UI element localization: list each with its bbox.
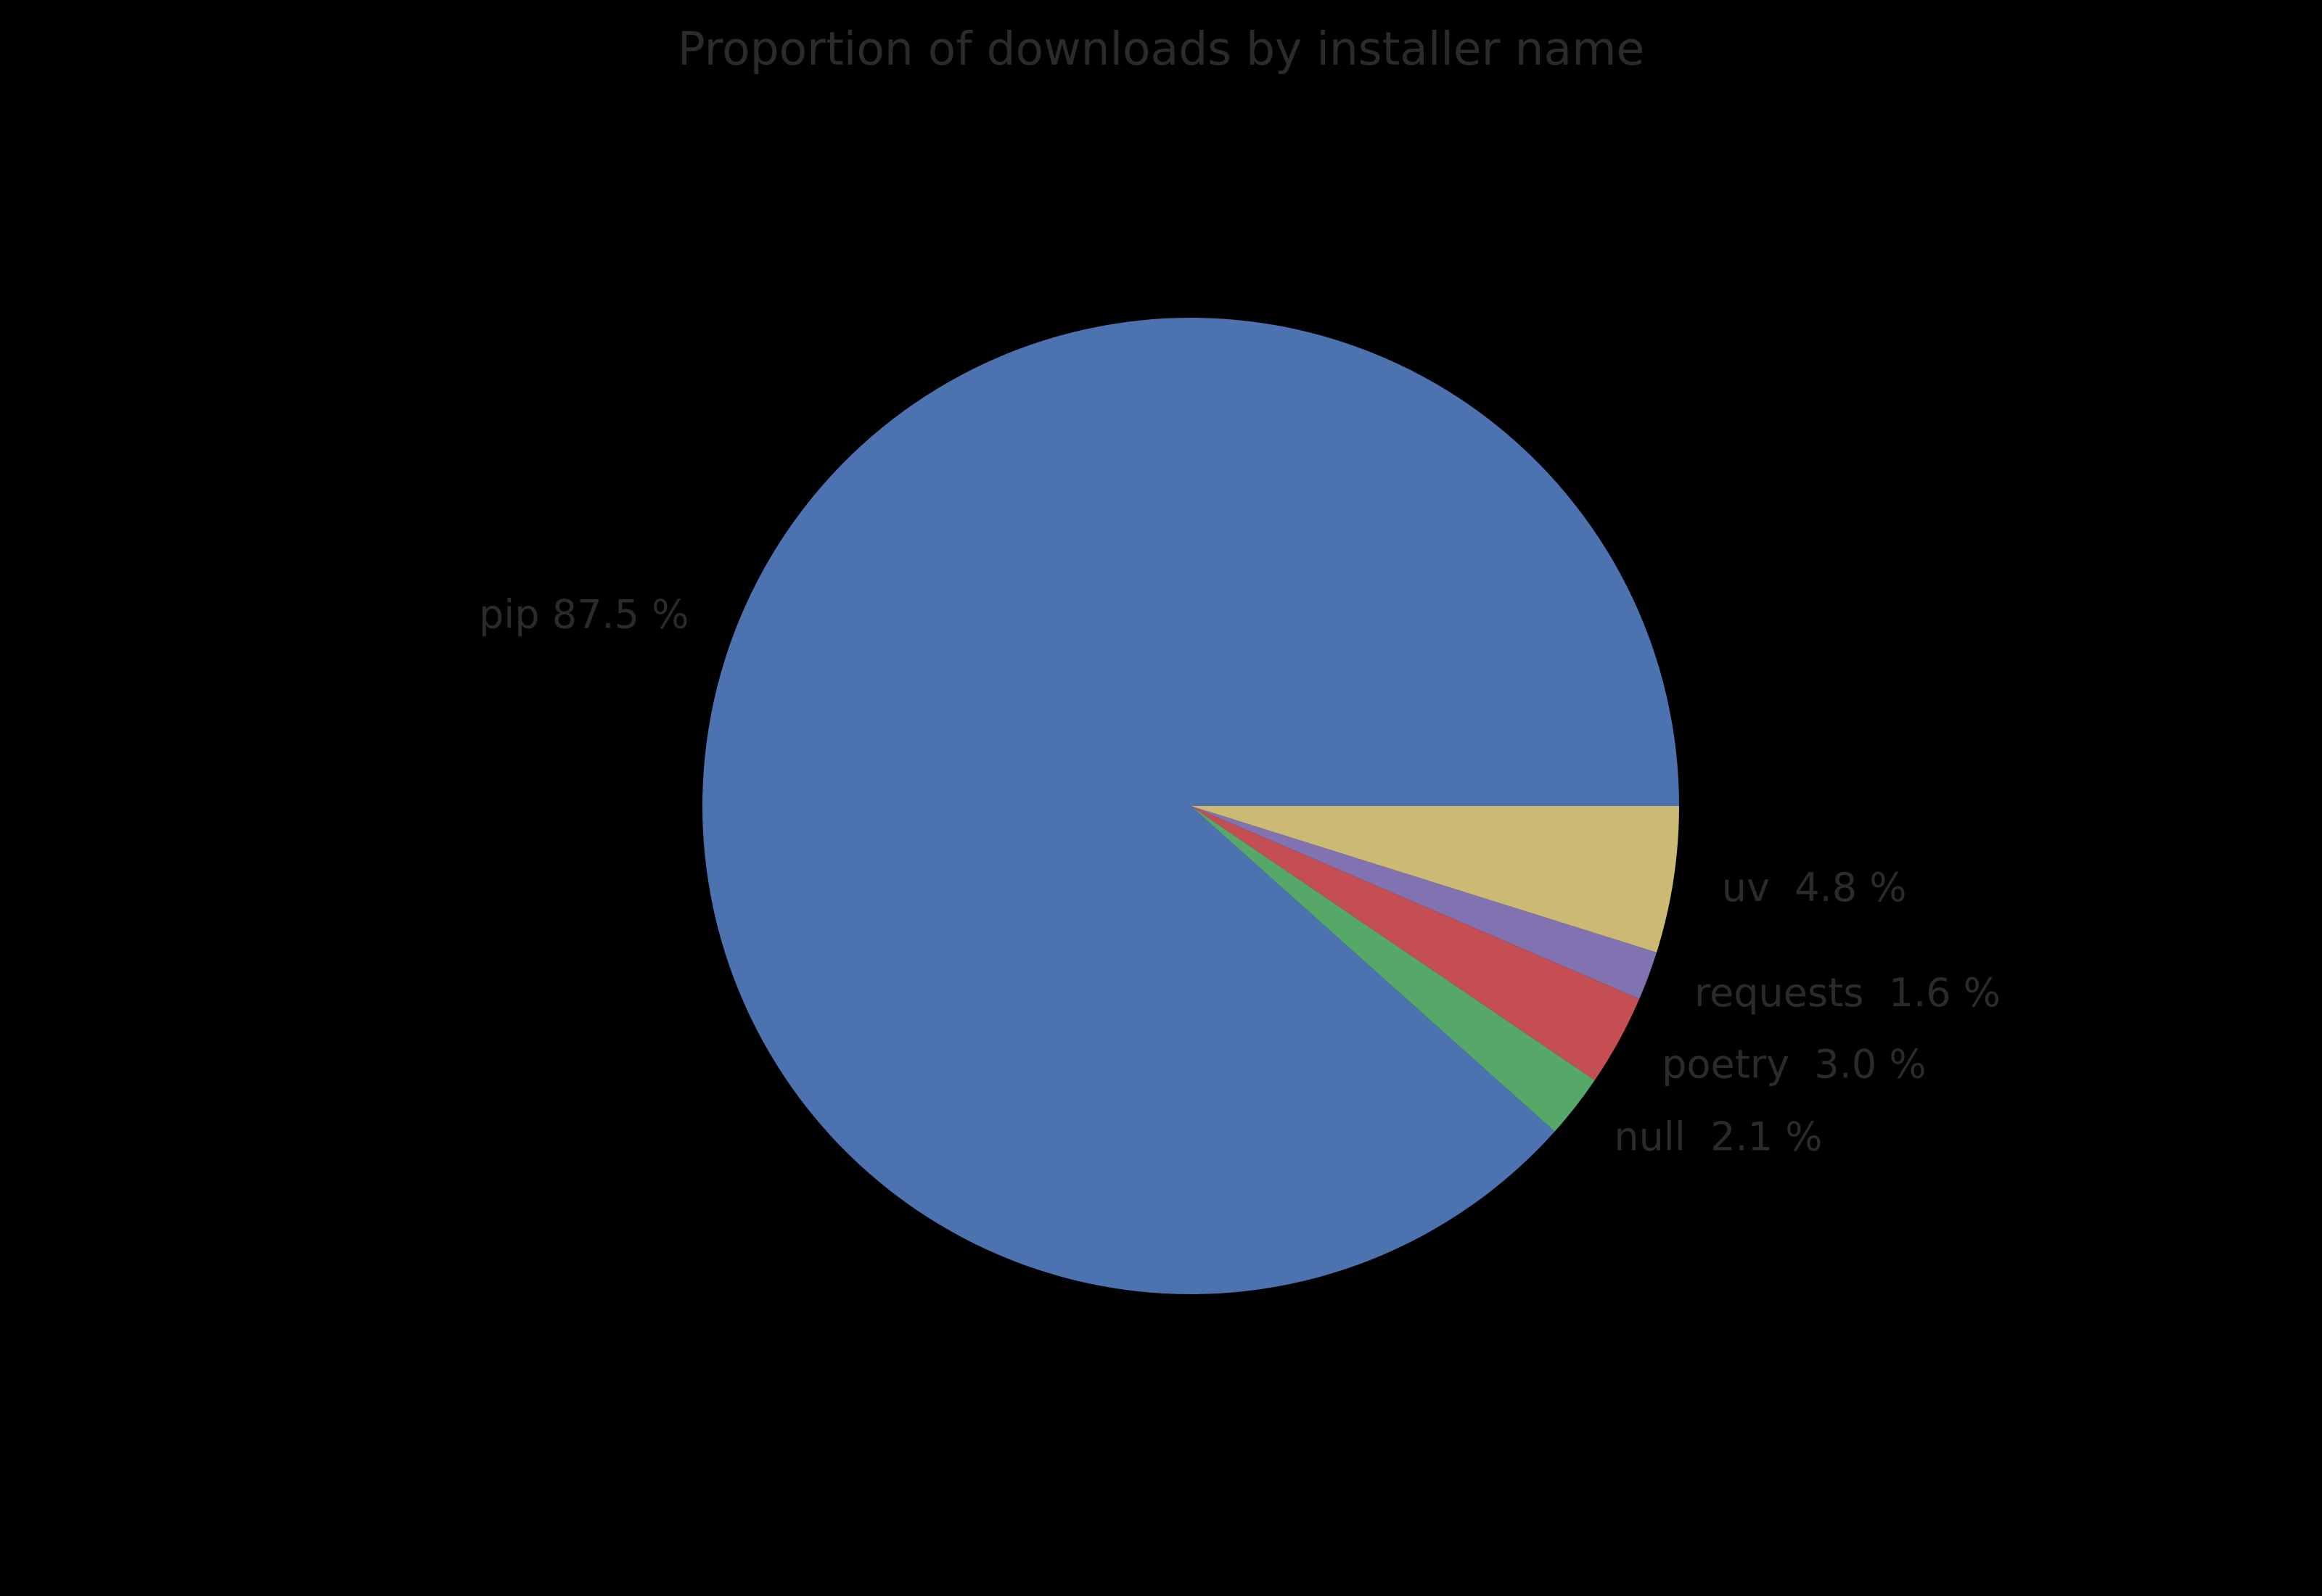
chart-title: Proportion of downloads by installer nam…	[677, 22, 1645, 75]
pie-slice-null	[1191, 806, 1595, 1132]
pie-slice-poetry	[1191, 806, 1640, 1081]
slice-label-poetry: poetry 3.0 %	[1662, 1041, 1927, 1087]
slice-label-pip: pip 87.5 %	[479, 591, 689, 637]
pie-slice-uv	[1191, 806, 1679, 953]
pie-slice-pip	[702, 318, 1679, 1295]
slice-label-uv: uv 4.8 %	[1722, 865, 1907, 910]
pie-slice-requests	[1191, 806, 1657, 999]
slice-label-requests: requests 1.6 %	[1694, 970, 2001, 1016]
slice-label-null: null 2.1 %	[1614, 1114, 1822, 1159]
